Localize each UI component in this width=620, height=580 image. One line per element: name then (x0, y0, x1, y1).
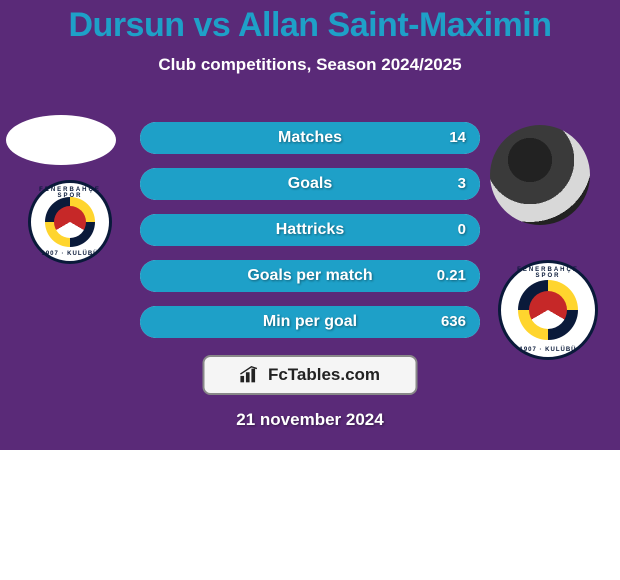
comparison-card: Dursun vs Allan Saint-Maximin Club compe… (0, 0, 620, 450)
player-right-club-badge: FENERBAHÇE SPOR 1907 · KULÜBÜ (498, 260, 598, 360)
stat-label: Matches (140, 122, 480, 154)
player-left-avatar (6, 115, 116, 165)
player-left-club-badge: FENERBAHÇE SPOR 1907 · KULÜBÜ (28, 180, 112, 264)
stat-label: Goals per match (140, 260, 480, 292)
brand-text: FcTables.com (268, 365, 380, 385)
brand-badge[interactable]: FcTables.com (203, 355, 418, 395)
stat-row: Goals3 (140, 168, 480, 200)
stat-label: Goals (140, 168, 480, 200)
page-title: Dursun vs Allan Saint-Maximin (0, 0, 620, 45)
stat-row: Goals per match0.21 (140, 260, 480, 292)
stat-value-right: 0 (458, 214, 466, 246)
stat-row: Hattricks0 (140, 214, 480, 246)
club-badge-bottom-text: 1907 · KULÜBÜ (504, 347, 592, 353)
player-right-avatar (490, 125, 590, 225)
subtitle: Club competitions, Season 2024/2025 (0, 55, 620, 75)
date-text: 21 november 2024 (0, 410, 620, 430)
bar-chart-icon (240, 366, 262, 384)
stat-row: Matches14 (140, 122, 480, 154)
club-badge-top-text: FENERBAHÇE SPOR (504, 267, 592, 279)
stat-value-right: 3 (458, 168, 466, 200)
club-badge-inner (45, 197, 95, 247)
stat-row: Min per goal636 (140, 306, 480, 338)
stat-label: Min per goal (140, 306, 480, 338)
stat-label: Hattricks (140, 214, 480, 246)
stat-value-right: 0.21 (437, 260, 466, 292)
stats-container: Matches14 Goals3 Hattricks0 Goals per match… (140, 122, 480, 352)
stat-value-right: 636 (441, 306, 466, 338)
club-badge-bottom-text: 1907 · KULÜBÜ (34, 251, 106, 257)
stat-value-right: 14 (449, 122, 466, 154)
club-badge-inner (518, 280, 578, 340)
